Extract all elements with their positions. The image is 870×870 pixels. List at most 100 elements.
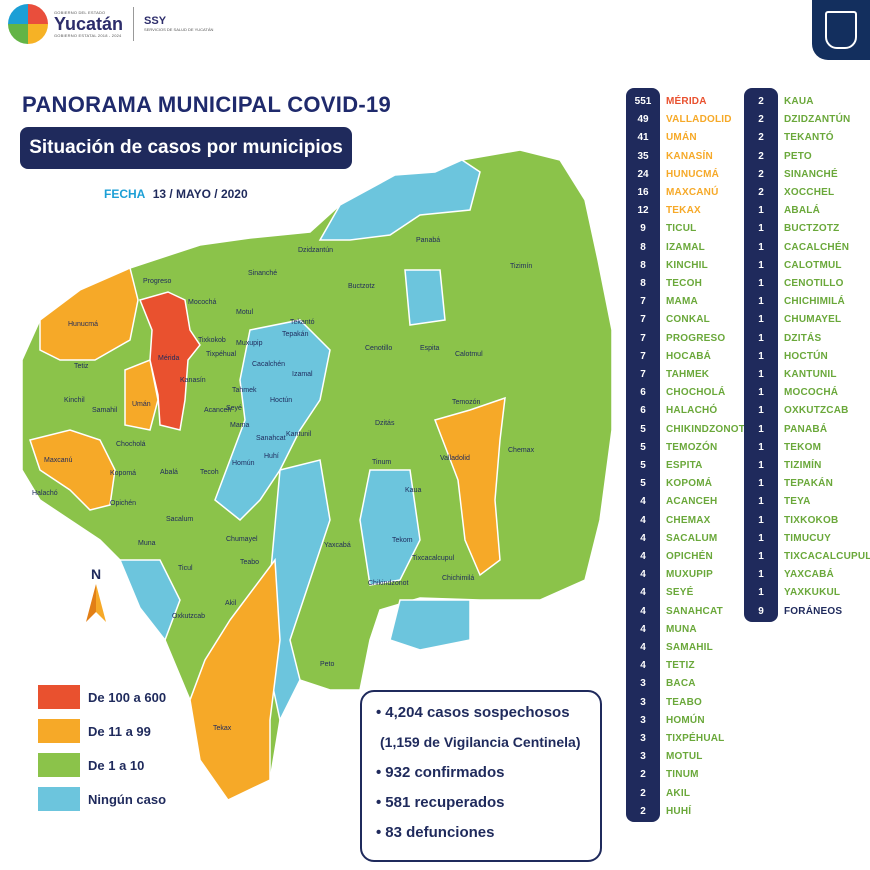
map-label: Oxkutzcab bbox=[172, 613, 205, 620]
map-label: Tixkokob bbox=[198, 337, 226, 344]
list-item-name: TEKOM bbox=[784, 441, 822, 453]
list-item-count: 1 bbox=[758, 205, 764, 217]
list-item-count: 8 bbox=[640, 241, 646, 253]
list-item-count: 7 bbox=[640, 369, 646, 380]
map-label: Muxupip bbox=[236, 340, 263, 347]
no-case-region-east bbox=[359, 469, 421, 586]
list-item-name: HALACHÓ bbox=[666, 405, 718, 417]
list-item: 1 ABALÁ bbox=[744, 200, 820, 218]
map-label: Valladolid bbox=[440, 455, 470, 462]
list-item-count: 5 bbox=[640, 441, 646, 453]
list-item-count: 1 bbox=[758, 460, 764, 471]
list-item: 4 MUNA bbox=[626, 619, 697, 637]
list-item-name: PROGRESO bbox=[666, 332, 726, 344]
list-item-count: 35 bbox=[637, 150, 649, 162]
map-label: Tinum bbox=[372, 459, 391, 466]
legend-label-mid: De 11 a 99 bbox=[88, 723, 151, 739]
list-item-name: OPICHÉN bbox=[666, 551, 713, 562]
mid-region-valladolid bbox=[434, 396, 506, 577]
list-item-name: ABALÁ bbox=[784, 205, 820, 217]
list-item: 3 BACA bbox=[626, 673, 696, 691]
list-item-name: TEYA bbox=[784, 496, 811, 508]
list-item: 1 TIXKOKOB bbox=[744, 510, 838, 528]
list-item: 1 CENOTILLO bbox=[744, 273, 844, 291]
north-label: N bbox=[90, 566, 102, 582]
date-value: 13 / MAYO / 2020 bbox=[152, 187, 248, 201]
list-item-count: 4 bbox=[640, 496, 646, 508]
date-line: FECHA 13 / MAYO / 2020 bbox=[104, 187, 248, 201]
list-item: 8 TECOH bbox=[626, 273, 702, 291]
map-label: Cacalchén bbox=[252, 361, 285, 368]
list-item-name: KANTUNIL bbox=[784, 369, 837, 380]
list-item-count: 2 bbox=[758, 168, 764, 180]
map-label: Seyé bbox=[226, 405, 242, 412]
list-item-name: DZIDZANTÚN bbox=[784, 114, 851, 126]
legend-swatch-high bbox=[38, 685, 80, 709]
summary-sentinel: (1,159 de Vigilancia Centinela) bbox=[376, 734, 600, 764]
list-item-count: 4 bbox=[640, 551, 646, 562]
list-item: 2 DZIDZANTÚN bbox=[744, 109, 850, 127]
crest-icon bbox=[812, 0, 870, 60]
list-item-name: SINANCHÉ bbox=[784, 168, 838, 180]
no-case-region-southeast bbox=[389, 599, 471, 651]
list-item-count: 2 bbox=[758, 96, 764, 107]
list-item: 1 BUCTZOTZ bbox=[744, 218, 839, 236]
list-item-name: CACALCHÉN bbox=[784, 241, 850, 253]
list-item-count: 16 bbox=[637, 187, 649, 198]
list-item: 4 MUXUPIP bbox=[626, 564, 713, 582]
list-item: 1 CACALCHÉN bbox=[744, 237, 849, 255]
list-item-name: HOCABÁ bbox=[666, 350, 712, 362]
list-item-name: CHIKINDZONOT bbox=[666, 423, 746, 435]
list-item-count: 1 bbox=[758, 350, 764, 362]
map-label: Chichimilá bbox=[442, 575, 474, 582]
summary-confirmed-text: 932 confirmados bbox=[385, 764, 505, 781]
list-item: 24 HUNUCMÁ bbox=[626, 164, 719, 182]
map-label: Tecoh bbox=[200, 469, 219, 476]
list-item-count: 3 bbox=[640, 733, 646, 744]
list-item-name: TIXPÉHUAL bbox=[666, 733, 725, 744]
list-item-name: MOTUL bbox=[666, 751, 703, 763]
list-item-count: 49 bbox=[637, 114, 649, 126]
list-item-count: 1 bbox=[758, 259, 764, 271]
list-item-count: 1 bbox=[758, 423, 764, 435]
summary-suspected-text: 4,204 casos sospechosos bbox=[385, 704, 570, 721]
list-item-count: 1 bbox=[758, 314, 764, 326]
list-item-name: TEMOZÓN bbox=[666, 441, 718, 453]
list-item: 5 CHIKINDZONOT bbox=[626, 419, 745, 437]
list-item-count: 2 bbox=[640, 769, 646, 781]
list-item-name: TICUL bbox=[666, 223, 697, 235]
map-label: Teabo bbox=[240, 559, 259, 566]
list-item-count: 3 bbox=[640, 751, 646, 763]
list-item: 4 OPICHÉN bbox=[626, 546, 713, 564]
legend-item-none: Ningún caso bbox=[38, 787, 166, 811]
list-item-name: KAUA bbox=[784, 96, 814, 107]
map-label: Dzitás bbox=[375, 420, 395, 427]
yucatan-logo-icon bbox=[8, 4, 48, 44]
map-label: Tekantó bbox=[290, 319, 315, 326]
list-item-name: TEKAX bbox=[666, 205, 701, 217]
page-title: PANORAMA MUNICIPAL COVID-19 bbox=[22, 92, 392, 117]
list-item-name: TECOH bbox=[666, 278, 702, 289]
map-label: Cenotillo bbox=[365, 345, 392, 352]
list-item-name: HOMÚN bbox=[666, 714, 705, 726]
list-item: 1 TIZIMÍN bbox=[744, 455, 822, 473]
list-item: 1 HOCTÚN bbox=[744, 346, 828, 364]
list-item-name: TEKANTÓ bbox=[784, 132, 834, 144]
list-item-name: TIZIMÍN bbox=[784, 460, 822, 471]
date-label: FECHA bbox=[104, 187, 146, 201]
list-item-name: OXKUTZCAB bbox=[784, 405, 849, 417]
summary-deaths-text: 83 defunciones bbox=[385, 824, 495, 841]
summary-deaths: • 83 defunciones bbox=[376, 824, 495, 841]
list-item-name: CHEMAX bbox=[666, 514, 711, 526]
list-number-bar bbox=[744, 88, 778, 622]
map-label: Panabá bbox=[416, 237, 440, 244]
no-case-region-panaba bbox=[404, 269, 446, 326]
list-item-name: KANASÍN bbox=[666, 150, 713, 162]
map-label: Calotmul bbox=[455, 351, 483, 358]
list-item: 4 SAMAHIL bbox=[626, 637, 713, 655]
no-case-region-north bbox=[318, 159, 481, 241]
list-item: 3 HOMÚN bbox=[626, 710, 705, 728]
map-label: Kanasín bbox=[180, 377, 206, 384]
list-item: 7 PROGRESO bbox=[626, 328, 725, 346]
map-label: Yaxcabá bbox=[324, 542, 351, 549]
